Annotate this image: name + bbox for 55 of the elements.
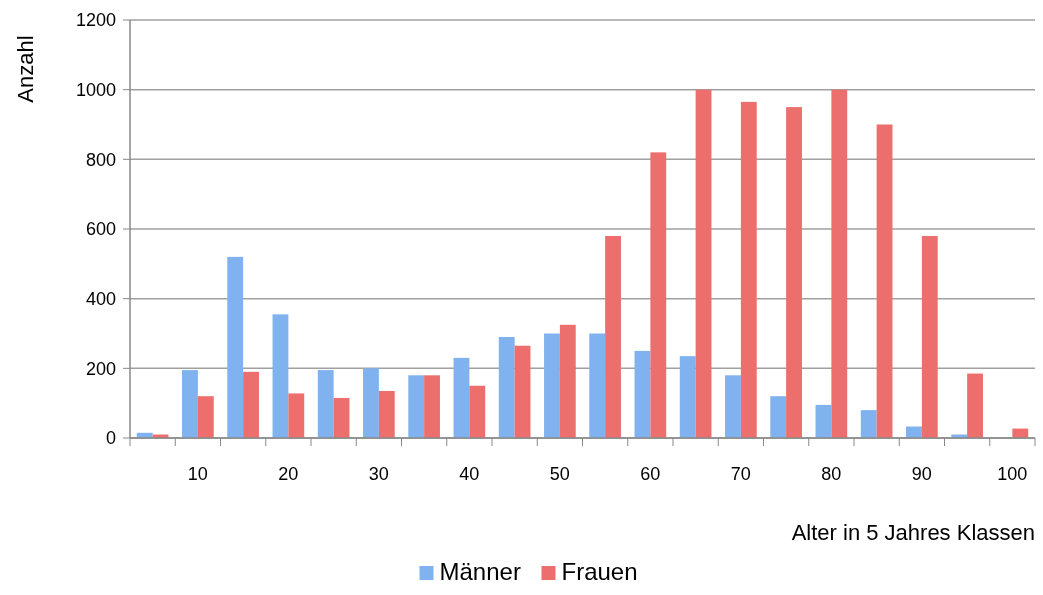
bar [605,235,621,438]
bar [815,404,832,438]
bar [424,375,440,438]
bar [634,350,651,438]
y-tick-label: 600 [85,219,116,240]
bar [197,396,214,438]
bar [679,356,696,438]
legend-label: Frauen [561,558,638,585]
x-tick-label: 20 [278,464,299,484]
y-tick-label: 0 [105,428,116,449]
bar [378,390,395,438]
bar [469,385,486,438]
bar [363,368,379,438]
bar [786,107,802,438]
bar [453,357,470,438]
bar [498,336,515,438]
y-tick-label: 1000 [75,79,116,100]
bar [740,101,757,438]
bar [725,375,741,438]
x-tick-label: 60 [640,464,661,484]
bar [695,89,712,438]
x-tick-label: 100 [997,464,1028,484]
bar [589,333,606,438]
bar [288,393,305,438]
bar [876,124,893,438]
y-tick-label: 200 [85,358,116,379]
y-tick-label: 1200 [75,10,116,31]
x-tick-label: 50 [549,464,570,484]
bar [243,371,259,438]
bar [831,89,848,438]
x-tick-label: 40 [459,464,480,484]
bar [544,333,560,438]
bar [317,370,334,438]
bar [408,375,425,438]
bar [272,314,289,438]
bar [770,396,787,438]
y-tick-label: 800 [85,149,116,170]
bar [921,235,938,438]
bar [860,410,877,438]
x-tick-label: 80 [821,464,842,484]
bar [559,324,576,438]
bar [650,152,667,438]
x-axis-title: Alter in 5 Jahres Klassen [791,520,1035,545]
bar [182,370,198,438]
y-axis-title: Anzahl [13,35,38,103]
bar [967,373,983,438]
x-tick-label: 30 [368,464,389,484]
bar [514,345,531,438]
x-tick-label: 70 [730,464,751,484]
bar [333,397,350,438]
bar [227,256,244,438]
x-tick-label: 10 [187,464,208,484]
x-tick-label: 90 [911,464,932,484]
y-tick-label: 400 [85,288,116,309]
legend-label: Männer [439,558,521,585]
